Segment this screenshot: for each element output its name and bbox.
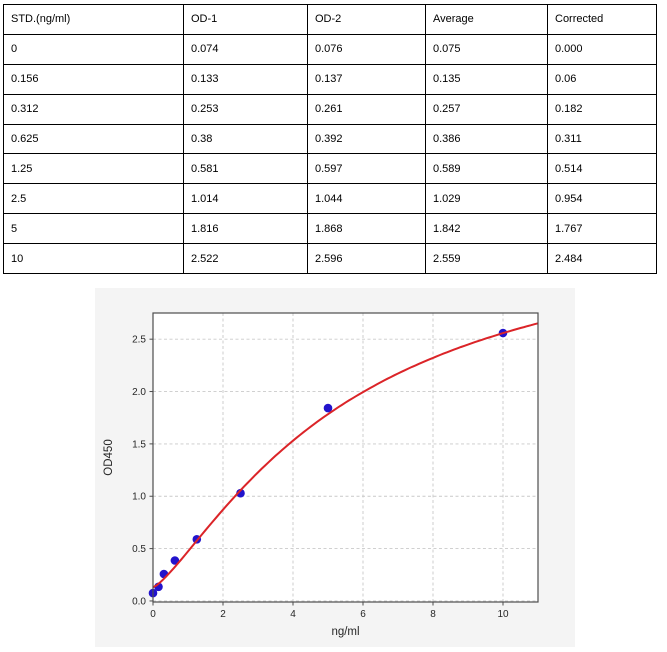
- table-cell: 1.029: [425, 183, 548, 215]
- table-cell: 0.311: [547, 123, 657, 155]
- standard-curve-chart: 0 2 4 6 8 10 0.0 0.5 1.0 1.5 2.0 2.5 ng/ml OD450: [103, 312, 539, 638]
- table-cell: 0.261: [307, 93, 426, 125]
- table-row: 2.5 1.014 1.044 1.029 0.954: [3, 183, 657, 215]
- table-cell: 0.257: [425, 93, 548, 125]
- standards-table: STD.(ng/ml) OD-1 OD-2 Average Corrected 0 0.0…: [3, 4, 657, 275]
- table-cell: 0.589: [425, 153, 548, 185]
- column-header: Average: [425, 4, 548, 35]
- table-cell: 0: [3, 33, 184, 65]
- table-header: STD.(ng/ml) OD-1 OD-2 Average Corrected: [3, 4, 657, 35]
- table-cell: 0.38: [183, 123, 308, 155]
- table-cell: 2.484: [547, 243, 657, 275]
- table-cell: 1.767: [547, 213, 657, 245]
- column-header: STD.(ng/ml): [3, 4, 184, 35]
- x-tick-label: 0: [150, 609, 156, 620]
- table-cell: 0.581: [183, 153, 308, 185]
- y-tick-label: 1.5: [132, 439, 146, 450]
- x-tick-label: 4: [290, 609, 296, 620]
- y-axis-label: OD450: [103, 439, 115, 475]
- table-cell: 0.137: [307, 63, 426, 95]
- table-cell: 0.312: [3, 93, 184, 125]
- table-cell: 0.597: [307, 153, 426, 185]
- table-cell: 0.514: [547, 153, 657, 185]
- table-cell: 0.625: [3, 123, 184, 155]
- table-cell: 2.596: [307, 243, 426, 275]
- table-cell: 1.868: [307, 213, 426, 245]
- table-row: 5 1.816 1.868 1.842 1.767: [3, 213, 657, 245]
- table-cell: 1.816: [183, 213, 308, 245]
- table-cell: 2.522: [183, 243, 308, 275]
- data-point: [236, 488, 245, 498]
- y-tick-label: 2.5: [132, 335, 146, 346]
- table-cell: 0.06: [547, 63, 657, 95]
- table-cell: 0.074: [183, 33, 308, 65]
- column-header: OD-1: [183, 4, 308, 35]
- y-tick-label: 0.5: [132, 544, 146, 555]
- plot-area: [153, 313, 538, 602]
- x-tick-label: 2: [220, 609, 226, 620]
- plot-border: [152, 312, 539, 603]
- table-cell: 0.386: [425, 123, 548, 155]
- table-row: 0.625 0.38 0.392 0.386 0.311: [3, 123, 657, 155]
- table-cell: 2.559: [425, 243, 548, 275]
- table-cell: 0.076: [307, 33, 426, 65]
- y-tick-label: 0.0: [132, 596, 146, 607]
- table-cell: 5: [3, 213, 184, 245]
- fit-curve: [152, 322, 539, 589]
- table-cell: 10: [3, 243, 184, 275]
- table-cell: 0.133: [183, 63, 308, 95]
- data-point: [170, 556, 180, 565]
- x-tick-label: 8: [430, 609, 436, 620]
- x-tick-label: 10: [497, 609, 509, 620]
- table-cell: 0.392: [307, 123, 426, 155]
- table-cell: 2.5: [3, 183, 184, 215]
- table-cell: 1.014: [183, 183, 308, 215]
- table-cell: 0.075: [425, 33, 548, 65]
- standard-curve-panel: 0 2 4 6 8 10 0.0 0.5 1.0 1.5 2.0 2.5 ng/ml OD450: [95, 288, 575, 647]
- table-cell: 0.182: [547, 93, 657, 125]
- table-cell: 0.135: [425, 63, 548, 95]
- table-cell: 1.842: [425, 213, 548, 245]
- y-tick-label: 1.0: [132, 492, 146, 503]
- table-cell: 0.954: [547, 183, 657, 215]
- column-header: OD-2: [307, 4, 426, 35]
- x-tick-label: 6: [360, 609, 366, 620]
- table-body: 0 0.074 0.076 0.075 0.000 0.156 0.133 0.137 0.13…: [3, 33, 657, 275]
- x-axis-label: ng/ml: [331, 626, 359, 638]
- y-tick-label: 2.0: [132, 387, 146, 398]
- table-row: 10 2.522 2.596 2.559 2.484: [3, 243, 657, 275]
- table-cell: 0.253: [183, 93, 308, 125]
- table-header-row: STD.(ng/ml) OD-1 OD-2 Average Corrected: [3, 4, 657, 35]
- column-header: Corrected: [547, 4, 657, 35]
- table-cell: 1.044: [307, 183, 426, 215]
- table-cell: 1.25: [3, 153, 184, 185]
- table-cell: 0.000: [547, 33, 657, 65]
- table-row: 0.156 0.133 0.137 0.135 0.06: [3, 63, 657, 95]
- data-point: [323, 403, 333, 413]
- table-row: 0 0.074 0.076 0.075 0.000: [3, 33, 657, 65]
- table-row: 0.312 0.253 0.261 0.257 0.182: [3, 93, 657, 125]
- table-cell: 0.156: [3, 63, 184, 95]
- table-row: 1.25 0.581 0.597 0.589 0.514: [3, 153, 657, 185]
